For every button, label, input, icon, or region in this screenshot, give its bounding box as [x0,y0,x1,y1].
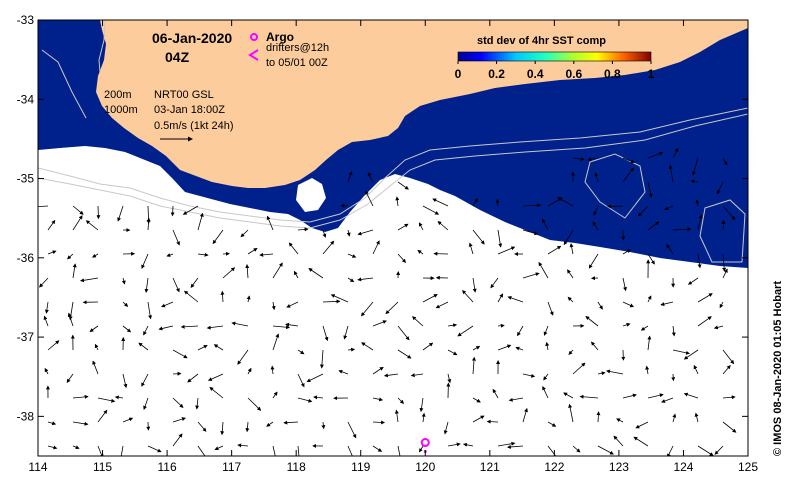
current-vector-arrow [173,206,174,216]
lon-tick-label: 122 [544,460,564,474]
lon-tick-label: 114 [28,460,47,474]
current-vector-arrow [608,206,623,207]
colorbar-tick-label: 0.4 [527,67,544,81]
colorbar-tick-label: 0 [455,67,462,81]
contour-1000m-label: 1000m [104,104,138,116]
lon-tick-label: 124 [673,460,693,474]
lat-tick-label: -36 [17,251,35,265]
drifters-date-range: to 05/01 00Z [266,57,328,69]
current-vector-arrow [488,422,499,423]
map-layers [34,20,748,463]
contour-200m-label: 200m [104,89,132,101]
map-date: 06-Jan-2020 [152,30,232,46]
lon-tick-label: 117 [222,460,241,474]
drifters-label: drifters@12h [266,42,329,54]
model-source-time: 03-Jan 18:00Z [154,104,225,116]
colorbar-tick-label: 1 [648,67,655,81]
vector-scale-label: 0.5m/s (1kt 24h) [154,120,233,132]
lon-tick-label: 121 [480,460,500,474]
colorbar-tick-label: 0.6 [565,67,582,81]
lon-tick-label: 123 [609,460,629,474]
lat-tick-label: -37 [17,330,35,344]
lat-tick-label: -38 [17,409,35,423]
lat-tick-label: -35 [17,172,35,186]
lon-tick-label: 120 [415,460,435,474]
lon-tick-label: 119 [351,460,370,474]
colorbar-gradient [458,52,651,61]
lon-tick-label: 115 [93,460,112,474]
colorbar-title: std dev of 4hr SST comp [477,35,606,47]
credit-text: © IMOS 08-Jan-2020 01:05 Hobart [772,281,784,456]
lat-tick-label: -33 [17,13,35,27]
current-vector-arrow [98,206,99,218]
model-source: NRT00 GSL [154,89,214,101]
lon-tick-label: 118 [287,460,306,474]
lat-tick-label: -34 [17,92,35,106]
map-time: 04Z [165,49,190,65]
current-vector-arrow [341,206,348,207]
lon-tick-label: 116 [158,460,177,474]
lon-tick-label: 125 [738,460,758,474]
colorbar-tick-label: 0.2 [488,67,505,81]
colorbar-tick-label: 0.8 [604,67,621,81]
